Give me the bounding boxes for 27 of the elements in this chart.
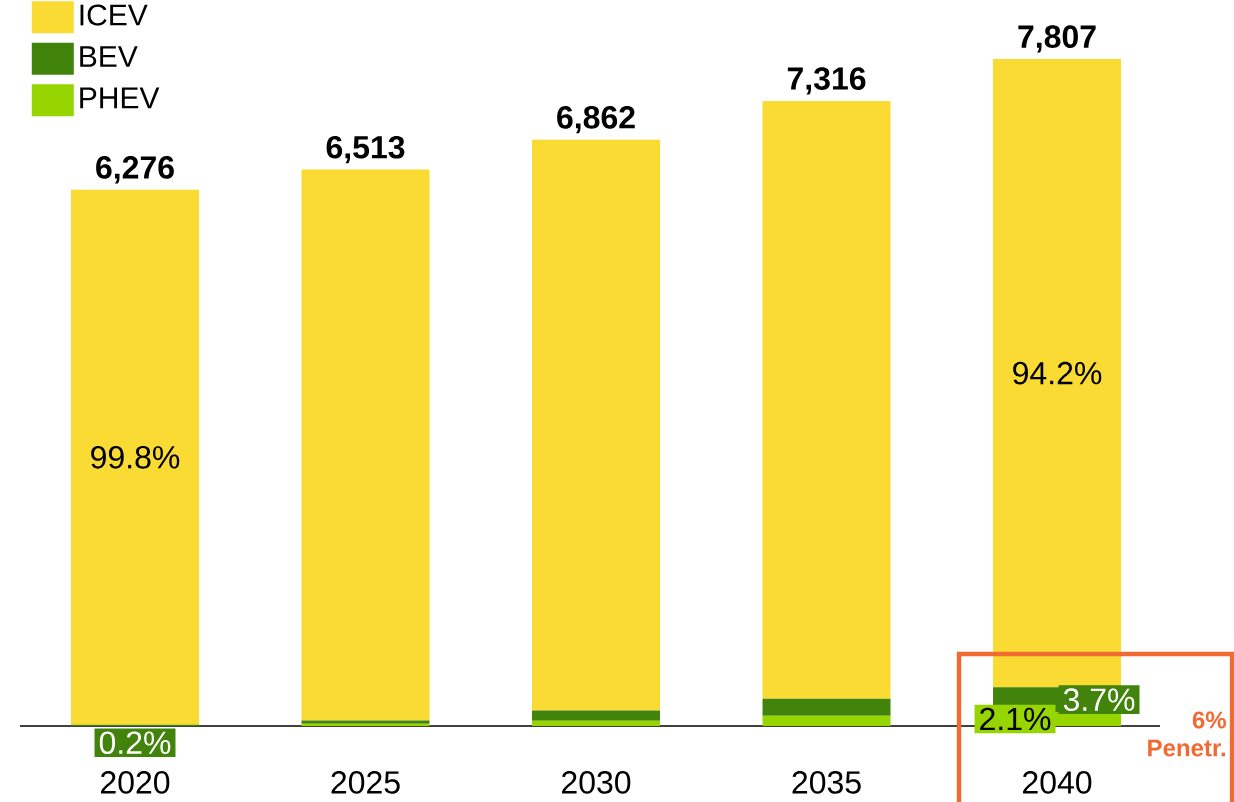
text: 7,807 xyxy=(1018,25,1096,53)
annotation: 94.2% xyxy=(1013,361,1102,385)
annotation: 6,276 xyxy=(96,156,174,184)
bar xyxy=(762,698,891,716)
x-tick-label: 2040 xyxy=(1023,771,1092,794)
bar xyxy=(532,139,661,711)
annotation: 3.7% xyxy=(1063,688,1135,711)
x-tick-label: 2025 xyxy=(331,771,400,794)
x-tick-label: 2035 xyxy=(792,771,861,794)
annotation: 7,316 xyxy=(787,67,866,95)
x-tick-label: 2030 xyxy=(562,771,631,794)
annotation: 6% Penetr. xyxy=(1148,711,1226,757)
bar xyxy=(532,720,661,726)
legend-label: ICEV xyxy=(80,4,148,26)
bar xyxy=(301,169,430,721)
annotation: 6,513 xyxy=(326,135,405,164)
bar xyxy=(762,715,891,726)
bar xyxy=(762,100,891,699)
bar xyxy=(532,710,661,721)
annotation: 6,862 xyxy=(557,106,635,134)
annotation: 99.8% xyxy=(91,446,180,469)
text: 0.2% xyxy=(99,731,171,755)
bar xyxy=(71,189,199,725)
annotation: 2.1% xyxy=(980,707,1051,731)
legend-label: BEV xyxy=(80,46,138,67)
legend-label: PHEV xyxy=(80,87,160,109)
x-tick-label: 2020 xyxy=(101,771,170,794)
